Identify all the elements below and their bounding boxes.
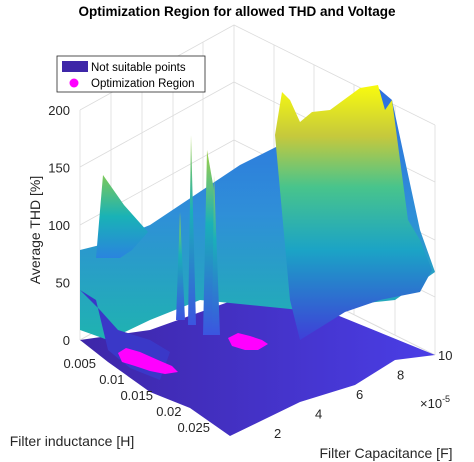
legend: Not suitable points Optimization Region [56,55,206,93]
legend-box [56,55,206,93]
x-tick-label: 10 [438,348,452,363]
optimization-region-2 [228,333,268,350]
y-tick-label: 0.025 [177,420,210,435]
legend-swatch-not-suitable [62,61,88,72]
x-tick-label: 4 [315,407,322,422]
x-tick-label: 6 [356,387,363,402]
z-axis-label: Average THD [%] [27,176,43,284]
z-tick-label: 50 [56,276,70,291]
y-tick-label: 0.005 [63,356,96,371]
x-tick-label: 2 [274,426,281,441]
surface-left-peak [96,175,148,258]
z-tick-label: 100 [48,218,70,233]
surface-spike-4 [212,175,220,335]
chart-title: Optimization Region for allowed THD and … [78,4,395,19]
surface-floor [80,300,435,436]
y-axis-label: Filter inductance [H] [10,433,135,449]
y-tick-label: 0.02 [156,404,181,419]
x-axis-label: Filter Capacitance [F] [319,445,452,461]
x-exponent: ×10-5 [420,394,450,411]
surface-spike-1 [176,212,185,320]
optimization-region-1 [118,348,178,374]
legend-label-optimization: Optimization Region [91,78,195,90]
z-tick-label: 150 [48,161,70,176]
thd-surface [80,85,435,436]
x-tick-labels: 2 4 6 8 10 [274,348,452,441]
z-tick-label: 0 [63,333,70,348]
y-tick-label: 0.01 [99,372,124,387]
z-tick-labels: 0 50 100 150 200 [48,103,70,348]
legend-marker-optimization [69,78,79,88]
legend-label-not-suitable: Not suitable points [91,62,186,74]
y-tick-label: 0.015 [120,388,153,403]
x-tick-label: 8 [397,368,404,383]
surface-spike-2 [188,135,196,325]
z-tick-label: 200 [48,103,70,118]
surface-right-ridge [275,85,432,340]
